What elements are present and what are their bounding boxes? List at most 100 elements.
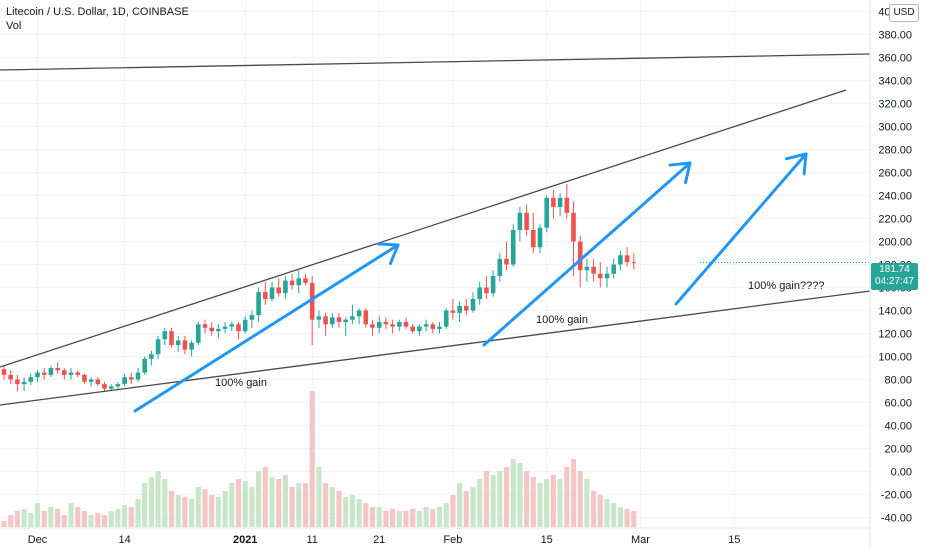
candle-body (544, 197, 549, 228)
candle-body (457, 305, 462, 313)
y-tick-label: 40.00 (884, 421, 912, 433)
volume-bar (383, 511, 389, 527)
candle-body (296, 278, 302, 286)
volume-bar (41, 511, 47, 527)
channel-lower-line (0, 290, 871, 406)
gain-arrow-2-head (668, 161, 692, 184)
volume-bar (316, 467, 322, 527)
volume-bar (497, 471, 503, 527)
candle-body (410, 326, 415, 332)
candle-body (343, 319, 348, 322)
candle-body (236, 324, 241, 332)
volume-bar (148, 477, 154, 527)
volume-bar (34, 503, 41, 527)
candle-body (276, 287, 281, 294)
volume-bar (517, 463, 523, 527)
volume-bar (135, 499, 141, 527)
volume-bar (128, 507, 134, 527)
volume-bar (302, 483, 309, 527)
candle-body (95, 379, 101, 385)
candle-body (577, 241, 583, 271)
x-tick-label: 2021 (233, 534, 257, 546)
volume-bar (336, 491, 342, 527)
volume-bar (537, 483, 543, 527)
volume-bar (584, 479, 590, 527)
candle-body (403, 322, 409, 327)
volume-bar (142, 483, 148, 527)
gain-arrow-1 (133, 243, 400, 413)
volume-bar (410, 509, 416, 527)
volume-bar (329, 487, 335, 527)
y-tick-label: 60.00 (884, 398, 912, 410)
candle-body (484, 287, 489, 294)
volume-bar (215, 497, 221, 527)
x-tick-label: Feb (443, 534, 462, 546)
volume-bar (108, 511, 114, 527)
volume-bar (289, 487, 295, 527)
bar-countdown: 04:27:47 (875, 276, 914, 287)
y-tick-label: -40.00 (881, 513, 912, 525)
volume-bar (101, 515, 108, 527)
volume-bar (369, 507, 376, 527)
volume-bar (390, 509, 396, 527)
volume-bar (363, 503, 369, 527)
volume-bar (235, 479, 242, 527)
volume-bar (490, 475, 496, 527)
volume-bar (597, 495, 603, 527)
y-tick-label: 220.00 (878, 214, 912, 226)
candle-body (631, 262, 637, 264)
candle-body (75, 372, 80, 375)
volume-bar (477, 479, 483, 527)
candle-body (1, 369, 7, 375)
y-tick-label: 240.00 (878, 191, 912, 203)
y-tick-label: 80.00 (884, 375, 912, 387)
volume-bar (222, 491, 228, 527)
volume-bar (229, 483, 235, 527)
volume-bar (202, 489, 208, 527)
candle-body (222, 326, 228, 329)
y-tick-label: 260.00 (878, 168, 912, 180)
volume-bar (343, 497, 349, 527)
volume-bar (611, 503, 617, 527)
currency-button[interactable]: USD (889, 4, 919, 22)
x-tick-label: 11 (306, 534, 317, 546)
volume-bar (269, 477, 275, 527)
y-tick-label: 280.00 (878, 145, 912, 157)
candle-body (397, 322, 402, 327)
y-tick-label: 380.00 (878, 30, 912, 42)
candle-body (591, 266, 596, 274)
price-axis: 400.00380.00360.00340.00320.00300.00280.… (869, 0, 912, 550)
volume-bar (1, 521, 7, 527)
candle-body (269, 287, 275, 299)
x-tick-label: 14 (118, 534, 130, 546)
volume-bar (443, 503, 449, 527)
volume-bar (14, 511, 20, 527)
gain-arrow-2 (482, 161, 692, 347)
candle-body (256, 292, 261, 316)
candle-body (102, 384, 107, 389)
candle-body (470, 299, 476, 311)
candle-body (62, 370, 67, 375)
candle-body (229, 324, 235, 327)
volume-bar (48, 507, 54, 527)
volume-bar (175, 495, 181, 527)
volume-bar (209, 495, 215, 527)
x-tick-label: Dec (28, 534, 48, 546)
x-tick-label: 15 (541, 534, 553, 546)
annotation-label: 100% gain (536, 314, 588, 326)
volume-label: Vol (6, 20, 22, 32)
candle-body (504, 258, 509, 265)
x-tick-label: Mar (631, 534, 650, 546)
last-price: 181.74 (879, 264, 910, 275)
candle-body (464, 305, 469, 311)
candle-body (383, 322, 389, 325)
candle-body (189, 342, 194, 350)
volume-bar (510, 459, 516, 527)
chart-title: Litecoin / U.S. Dollar, 1D, COINBASE (6, 6, 189, 18)
candle-body (142, 358, 147, 373)
candle-body (55, 368, 60, 371)
candle-body (497, 258, 503, 276)
volume-bar (570, 459, 577, 527)
candle-body (149, 354, 154, 359)
